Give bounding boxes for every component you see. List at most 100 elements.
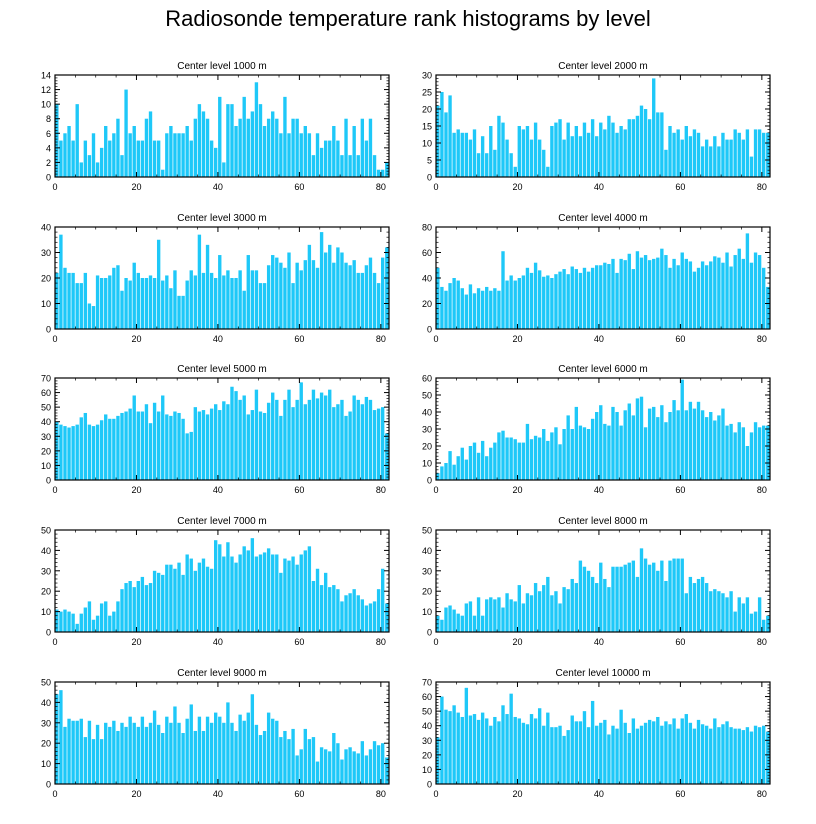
y-tick-label: 20 [41,739,51,749]
histogram-bar [741,603,746,632]
y-tick-label: 5 [427,156,432,166]
histogram-bar [513,601,517,632]
histogram-bar [79,417,83,480]
histogram-bar [201,730,206,784]
histogram-bar [177,133,181,177]
histogram-bar [574,406,579,480]
histogram-bar [152,570,157,632]
x-tick-label: 60 [294,334,304,344]
histogram-bar [627,733,631,784]
histogram-bar [372,741,377,784]
histogram-bar [234,730,238,784]
y-tick-label: 20 [422,750,432,760]
histogram-bar [570,429,574,480]
histogram-bar [749,156,754,177]
y-tick-label: 10 [422,139,432,149]
histogram-bar [381,407,385,480]
histogram-bar [766,132,770,177]
plot-frame [54,529,390,633]
histogram-bar [440,619,444,632]
histogram-bar [745,446,750,480]
histogram-bar [603,129,607,177]
x-tick-label: 80 [376,789,386,799]
histogram-bar [688,261,693,329]
histogram-bar [214,147,218,177]
histogram-bar [156,239,161,329]
histogram-bar [287,560,291,632]
panel-title: Center level 1000 m [177,61,267,72]
histogram-bar [688,136,693,177]
histogram-bar [136,411,140,480]
histogram-bar [258,554,263,632]
histogram-bar [307,739,312,784]
histogram-bar [246,118,250,177]
histogram-bar [193,730,198,784]
histogram-bar [381,568,385,632]
histogram-bar [59,140,63,177]
histogram-bar [381,257,385,329]
histogram-bar [360,404,365,480]
histogram-bar [757,597,762,632]
histogram-bar [733,129,737,177]
histogram-bar [578,560,583,632]
histogram-bar [348,593,352,632]
histogram-bar [99,420,104,480]
histogram-bar [275,257,279,329]
y-tick-label: 20 [41,587,51,597]
histogram-bar [745,129,750,177]
histogram-bar [688,401,693,480]
histogram-bar [234,562,238,632]
histogram-bar [295,755,299,784]
histogram-bar [55,272,59,329]
histogram-bar [323,140,328,177]
y-tick-label: 10 [41,100,51,110]
histogram-bar [189,270,193,329]
histogram-bar [529,595,534,632]
histogram-bar [152,278,157,329]
histogram-bar [328,389,332,480]
histogram-bar [197,234,202,329]
y-tick-label: 30 [422,71,432,81]
x-tick-label: 40 [594,485,604,495]
histogram-bar [704,583,709,632]
x-tick-label: 40 [594,789,604,799]
histogram-bar [283,399,287,480]
histogram-bar [87,303,92,329]
histogram-bar [448,605,452,632]
histogram-bar [672,258,676,330]
histogram-bar [623,564,627,632]
histogram-bar [91,133,96,177]
histogram-bar [468,446,473,480]
histogram-bar [533,583,538,632]
y-tick-label: 50 [422,707,432,717]
histogram-bar [525,267,530,329]
histogram-bar [737,132,741,177]
histogram-bar [242,546,246,632]
histogram-bar [376,589,381,632]
histogram-bar [448,283,452,329]
histogram-bar [254,556,259,632]
histogram-bar [112,720,116,784]
histogram-bar [95,724,100,784]
histogram-bar [99,739,104,784]
histogram-bar [91,306,96,329]
histogram-bar [533,718,538,784]
histogram-bar [533,435,538,480]
histogram-bar [291,407,295,480]
histogram-bar [537,139,542,177]
histogram-bar [566,589,570,632]
histogram-bar [468,139,473,177]
histogram-bar [476,153,481,177]
histogram-bar [595,136,599,177]
histogram-bar [197,104,202,177]
histogram-bar [497,721,501,784]
histogram-bar [562,269,566,329]
histogram-bar [668,126,672,177]
histogram-bar [456,129,460,177]
histogram-bar [485,286,489,329]
histogram-bar [287,252,291,329]
y-tick-label: 10 [41,759,51,769]
histogram-bar [136,581,140,632]
histogram-bar [464,687,469,784]
y-tick-label: 0 [427,628,432,638]
